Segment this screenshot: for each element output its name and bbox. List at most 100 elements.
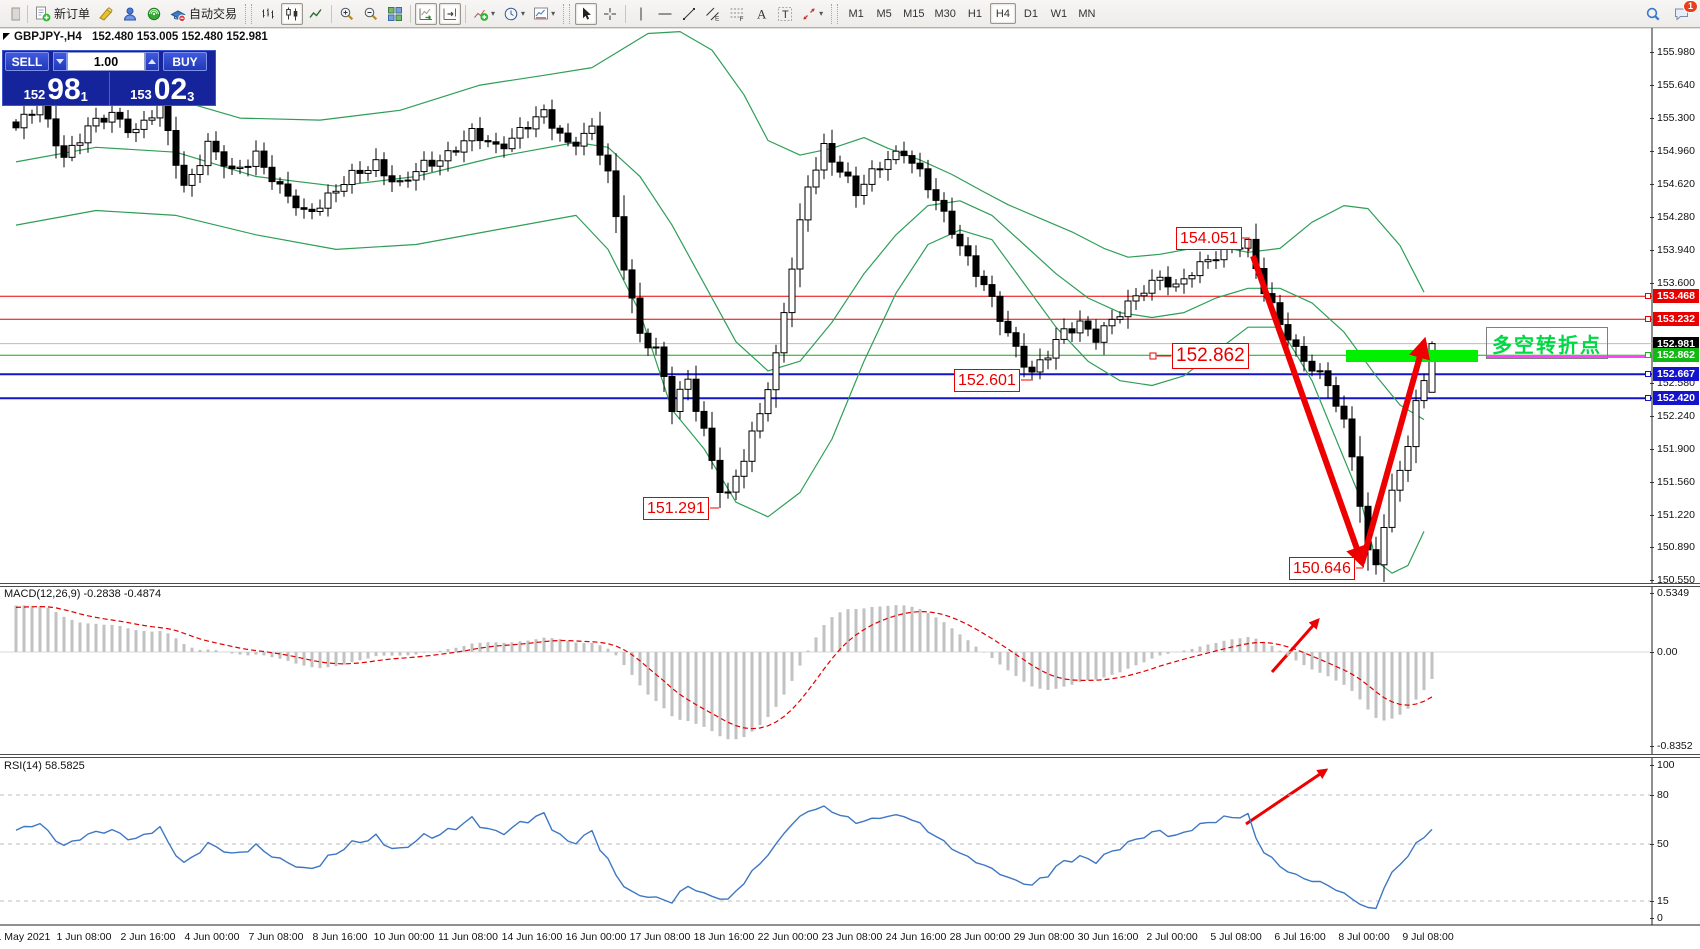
buy-price-big: 02 [153, 73, 188, 106]
volume-decrease-button[interactable] [53, 52, 67, 71]
macd-scale-label: 0.00 [1657, 646, 1678, 658]
price-level-label: 152.667 [1653, 367, 1699, 381]
timeframe-m30-button[interactable]: M30 [934, 7, 956, 20]
price-tag[interactable]: 154.051 [1176, 227, 1242, 250]
annotation-note[interactable]: 多空转折点 [1486, 327, 1608, 359]
time-axis-label: 8 Jun 16:00 [312, 931, 368, 943]
periods-icon [503, 6, 519, 22]
chevron-down-icon: ▾ [551, 9, 556, 18]
time-axis-label: 8 Jul 00:00 [1338, 931, 1390, 943]
chart-shift-button[interactable] [439, 2, 462, 25]
indicator-scale-tick [1650, 844, 1654, 845]
volume-increase-button[interactable] [145, 52, 159, 71]
toolbar-grip [563, 3, 571, 24]
equidistant-channel-button[interactable]: E [702, 3, 724, 25]
price-level-label: 153.468 [1653, 289, 1699, 303]
price-tag[interactable]: 150.646 [1289, 557, 1355, 580]
market-watch-button[interactable] [143, 3, 165, 25]
rsi-scale-label: 0 [1657, 912, 1663, 924]
timeframe-m15-button[interactable]: M15 [903, 7, 925, 20]
timeframe-h1-button[interactable]: H1 [967, 7, 982, 20]
sell-price-sup: 1 [80, 89, 88, 104]
price-scale-label: 153.940 [1657, 244, 1695, 256]
candle-chart-button[interactable] [281, 2, 304, 25]
zoom-in-button[interactable] [336, 3, 358, 25]
time-axis-label: 29 Jun 08:00 [1013, 931, 1075, 943]
clipped-icon-icon [4, 6, 20, 22]
tag-connectors [710, 237, 1363, 569]
one-click-trading-panel: SELL 1.00 BUY 152 98 1 153 02 3 [2, 50, 216, 106]
indicators-list-icon [473, 6, 489, 22]
price-scale-tick [1650, 283, 1654, 284]
search-button[interactable] [1642, 3, 1664, 25]
time-axis-label: 31 May 2021 [0, 931, 51, 943]
sell-button[interactable]: SELL [5, 52, 49, 71]
auto-scroll-button[interactable] [415, 2, 438, 25]
styles-icon [98, 6, 114, 22]
time-axis-label: 7 Jun 08:00 [248, 931, 304, 943]
price-tag[interactable]: 152.601 [954, 369, 1020, 392]
price-scale-tick [1650, 482, 1654, 483]
market-watch-icon [146, 6, 162, 22]
line-chart-button[interactable] [305, 3, 327, 25]
profile-button[interactable] [119, 3, 141, 25]
price-scale-label: 154.960 [1657, 145, 1695, 157]
notification-badge: 1 [1682, 0, 1698, 13]
vertical-line-button[interactable] [630, 3, 652, 25]
toolbar-separator [27, 4, 28, 23]
trendline-button[interactable] [678, 3, 700, 25]
rsi-scale-label: 15 [1657, 895, 1669, 907]
buy-price-prefix: 153 [130, 87, 152, 102]
buy-button[interactable]: BUY [163, 52, 207, 71]
periods-button[interactable]: ▾ [500, 3, 528, 25]
arrows-button[interactable]: ▾ [798, 3, 826, 25]
price-tag[interactable]: 151.291 [643, 497, 709, 520]
styles-button[interactable] [95, 3, 117, 25]
tile-windows-button[interactable] [384, 3, 406, 25]
timeframe-mn-button[interactable]: MN [1078, 7, 1096, 20]
volume-input[interactable]: 1.00 [67, 52, 145, 71]
bar-chart-button[interactable] [257, 3, 279, 25]
timeframe-d1-button[interactable]: D1 [1023, 7, 1038, 20]
price-tag[interactable]: 152.862 [1172, 343, 1249, 369]
indicators-list-button[interactable]: ▾ [470, 3, 498, 25]
text-button[interactable]: A [750, 3, 772, 25]
templates-button[interactable]: ▾ [530, 3, 558, 25]
zoom-out-button[interactable] [360, 3, 382, 25]
cursor-button[interactable] [575, 2, 598, 25]
horizontal-line-button[interactable] [654, 3, 676, 25]
time-axis-label: 22 Jun 00:00 [757, 931, 819, 943]
horizontal-line-icon [657, 6, 673, 22]
timeframe-w1-button[interactable]: W1 [1050, 7, 1068, 20]
timeframe-m1-button[interactable]: M1 [848, 7, 864, 20]
toolbar-separator [410, 4, 412, 23]
pane-separator[interactable] [0, 583, 1700, 587]
chart-symbol: GBPJPY-,H4 [14, 31, 82, 43]
arrows-icon [801, 6, 817, 22]
toolbar-grip [831, 3, 839, 24]
macd-scale-label: -0.8352 [1657, 740, 1693, 752]
auto-scroll-icon [418, 6, 434, 22]
text-label-button[interactable]: T [774, 3, 796, 25]
highlight-zone[interactable] [1346, 350, 1478, 362]
buy-quote[interactable]: 153 02 3 [110, 72, 216, 106]
indicator-scale-tick [1650, 765, 1654, 766]
pane-separator[interactable] [0, 754, 1700, 758]
fibonacci-button[interactable]: F [726, 3, 748, 25]
autotrading-button[interactable]: 自动交易 [167, 3, 240, 25]
trend-arrows[interactable] [1245, 254, 1431, 826]
notifications-button[interactable]: 1 [1671, 0, 1698, 25]
profile-icon [122, 6, 138, 22]
autotrading-icon [170, 6, 186, 22]
price-scale-tick [1650, 515, 1654, 516]
sell-quote[interactable]: 152 98 1 [3, 72, 110, 106]
time-axis-label: 16 Jun 00:00 [565, 931, 627, 943]
price-scale-tick [1650, 250, 1654, 251]
macd-label: MACD(12,26,9) -0.2838 -0.4874 [4, 588, 162, 600]
new-order-button[interactable]: 新订单 [32, 3, 93, 25]
rsi-scale-label: 100 [1657, 759, 1675, 771]
timeframe-m5-button[interactable]: M5 [876, 7, 892, 20]
timeframe-h4-button[interactable]: H4 [989, 3, 1016, 24]
crosshair-button[interactable] [599, 3, 621, 25]
